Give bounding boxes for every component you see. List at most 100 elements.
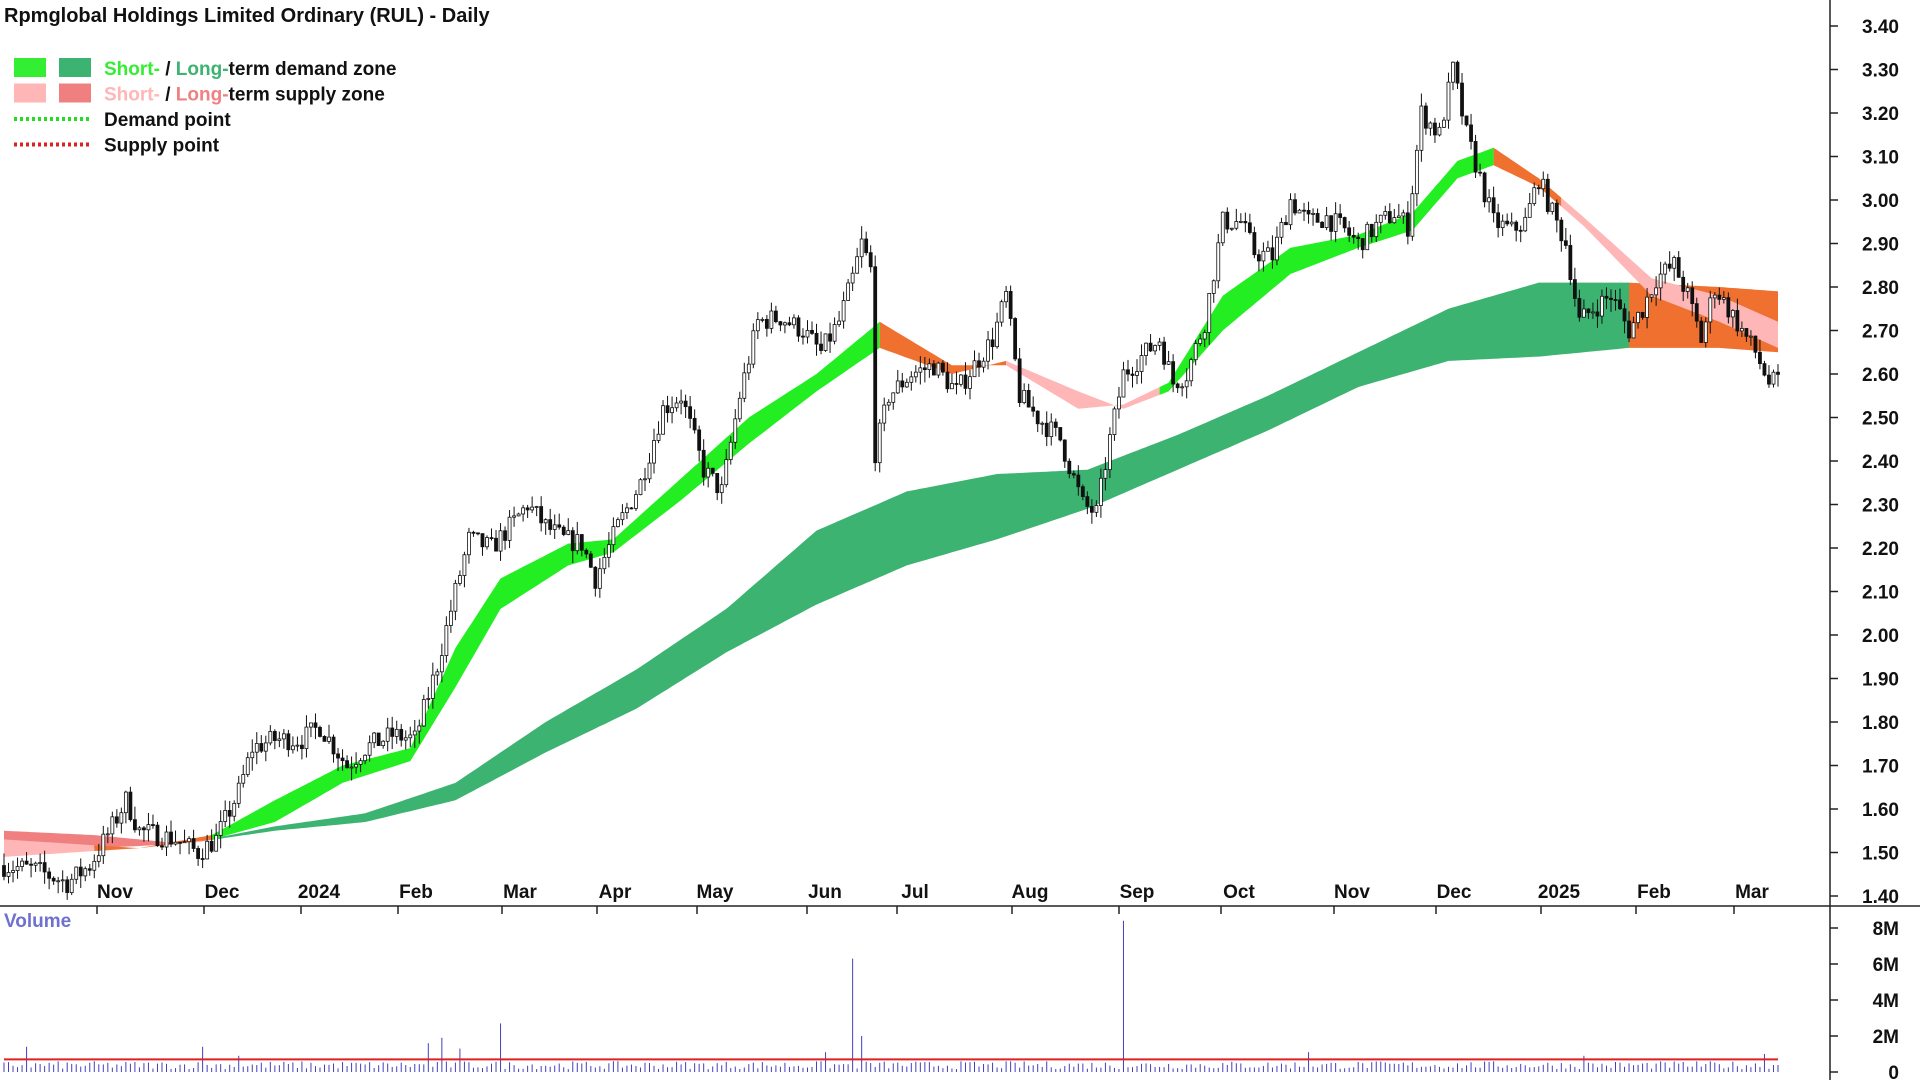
candle-body [1482,172,1487,203]
candle-body [579,534,584,551]
candle-body [629,507,634,510]
date-tick-label: Feb [399,882,433,903]
candle-body [1681,276,1686,292]
candle-body [850,272,855,284]
candle-body [1238,221,1243,223]
candle-body [363,754,368,762]
candle-body [349,766,354,769]
candle-body [507,516,512,541]
price-tick-label: 3.20 [1862,104,1899,125]
candle-body [286,733,291,751]
candle-body [1469,124,1473,142]
candle-body [1004,291,1009,303]
candle-body [954,383,959,385]
candle-body [164,831,169,848]
candle-body [516,513,521,517]
candle-body [1067,460,1072,475]
candle-body [1247,222,1252,233]
candle-body [56,880,61,883]
candle-body [1198,338,1203,344]
candle-body [151,824,155,826]
candle-body [814,332,819,345]
date-tick-label: Oct [1223,882,1255,903]
candle-body [1640,312,1645,318]
volume-tick-label: 6M [1873,955,1899,976]
candle-body [421,699,426,727]
candle-body [1527,203,1532,218]
candle-body [1121,369,1126,398]
candle-body [1180,386,1185,389]
candle-body [24,860,29,865]
candle-body [611,526,616,546]
candle-body [1581,308,1586,318]
candle-body [1703,321,1708,343]
candle-body [1324,215,1329,228]
price-tick-label: 3.40 [1862,17,1899,38]
candle-body [367,742,372,756]
candle-body [1266,247,1270,252]
candle-body [1360,238,1365,251]
candle-body [1604,295,1609,299]
candle-body [1302,209,1306,212]
candle-body [403,737,408,741]
candle-body [737,397,742,420]
candle-body [1356,236,1361,239]
date-axis-ticks: Nov Dec 2024 Feb Mar Apr May Jun Jul Aug Sep Oct Nov… [96,882,1769,914]
candle-body [1031,406,1036,412]
candle-body [322,736,327,742]
candle-body [1523,216,1528,232]
candle-body [448,610,453,626]
candle-body [1094,505,1099,513]
candle-body [634,494,638,509]
price-tick-label: 2.60 [1862,365,1899,386]
candle-body [1744,328,1749,337]
candle-body [160,845,164,848]
candle-body [796,317,801,337]
candle-body [688,406,693,419]
candle-body [372,732,377,744]
candle-body [742,372,747,399]
candle-body [837,320,841,325]
candle-body [950,383,954,390]
candle-body [74,866,79,880]
candle-body [941,362,945,373]
candle-body [105,833,110,836]
candle-body [1627,320,1631,339]
candle-body [864,238,869,254]
candle-body [133,819,137,831]
candle-body [214,834,219,852]
candle-body [1708,297,1713,323]
candle-body [1460,82,1464,117]
candle-body [977,360,981,368]
candle-body [223,810,228,822]
candle-body [692,417,697,431]
candle-body [959,374,963,385]
candle-body [146,824,151,831]
candle-body [467,531,471,556]
candle-body [1726,297,1731,318]
candle-body [1618,299,1622,310]
candle-body [886,401,891,406]
candle-body [552,524,557,530]
candle-body [1392,217,1397,224]
volume-panel: Volume 8M 6M 4M 2M 0 [3,911,1899,1080]
legend-swatch-short [14,83,46,103]
candle-body [683,400,688,408]
candle-body [1631,322,1636,339]
candle-body [277,738,282,741]
candle-body [38,862,43,864]
candle-body [78,866,83,877]
legend-entry-part: Short- [104,59,160,80]
candle-body [534,506,539,508]
candle-body [1211,280,1216,294]
legend-entry-part: Demand point [104,110,231,131]
price-tick-label: 1.60 [1862,800,1899,821]
candle-body [728,441,733,460]
candle-body [227,810,232,817]
candle-body [1559,219,1564,242]
candle-body [1464,115,1469,126]
candle-body [1261,250,1266,262]
candle-body [1293,199,1297,214]
candle-body [1148,342,1153,352]
